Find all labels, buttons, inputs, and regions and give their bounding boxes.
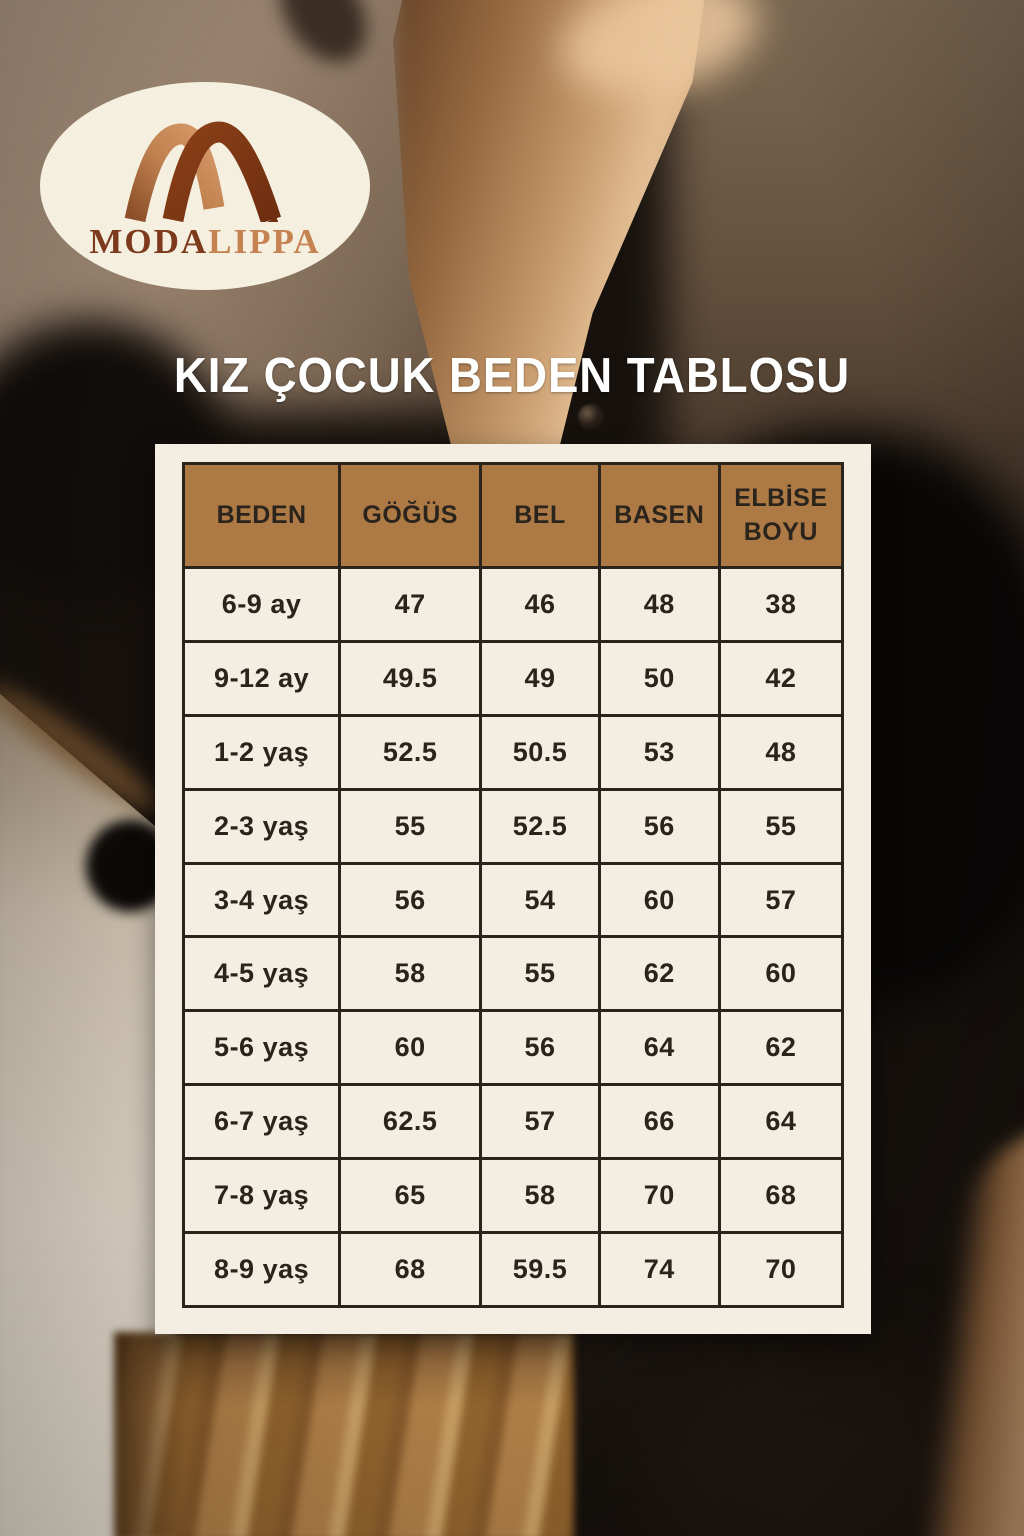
- measurement-cell: 55: [338, 787, 483, 865]
- column-header: BEDEN: [181, 462, 342, 569]
- table-header-row: BEDEN GÖĞÜS BEL BASEN ELBİSE BOYU: [181, 462, 845, 569]
- measurement-cell: 38: [717, 566, 845, 643]
- measurement-cell: 70: [597, 1157, 721, 1235]
- measurement-cell: 68: [338, 1231, 483, 1308]
- measurement-cell: 52.5: [338, 713, 483, 791]
- measurement-cell: 59.5: [479, 1231, 601, 1308]
- measurement-cell: 49: [479, 639, 601, 717]
- table-row: 7-8 yaş 65 58 70 68: [181, 1157, 845, 1235]
- measurement-cell: 56: [338, 861, 483, 939]
- measurement-cell: 57: [717, 861, 845, 939]
- measurement-cell: 60: [717, 935, 845, 1013]
- measurement-cell: 55: [717, 787, 845, 865]
- measurement-cell: 57: [479, 1083, 601, 1161]
- brand-name-part2: LIPPA: [208, 221, 321, 261]
- size-label-cell: 3-4 yaş: [181, 861, 342, 939]
- table-row: 8-9 yaş 68 59.5 74 70: [181, 1231, 845, 1308]
- measurement-cell: 48: [717, 713, 845, 791]
- measurement-cell: 58: [479, 1157, 601, 1235]
- size-label-cell: 6-7 yaş: [181, 1083, 342, 1161]
- measurement-cell: 64: [717, 1083, 845, 1161]
- measurement-cell: 65: [338, 1157, 483, 1235]
- brand-wordmark: MODALIPPA: [89, 224, 320, 259]
- column-header: ELBİSE BOYU: [717, 462, 845, 569]
- size-label-cell: 4-5 yaş: [181, 935, 342, 1013]
- table-row: 5-6 yaş 60 56 64 62: [181, 1009, 845, 1087]
- measurement-cell: 60: [597, 861, 721, 939]
- table-row: 6-9 ay 47 46 48 38: [181, 566, 845, 643]
- table-row: 9-12 ay 49.5 49 50 42: [181, 639, 845, 717]
- table-row: 3-4 yaş 56 54 60 57: [181, 861, 845, 939]
- table-row: 4-5 yaş 58 55 62 60: [181, 935, 845, 1013]
- measurement-cell: 62: [717, 1009, 845, 1087]
- size-label-cell: 7-8 yaş: [181, 1157, 342, 1235]
- measurement-cell: 58: [338, 935, 483, 1013]
- brand-name-part1: MODA: [89, 221, 209, 261]
- table-row: 2-3 yaş 55 52.5 56 55: [181, 787, 845, 865]
- brand-monogram-icon: [124, 120, 281, 222]
- size-table: BEDEN GÖĞÜS BEL BASEN ELBİSE BOYU 6-9 ay 47 46…: [181, 462, 845, 1308]
- measurement-cell: 50.5: [479, 713, 601, 791]
- size-label-cell: 1-2 yaş: [181, 713, 342, 791]
- measurement-cell: 56: [597, 787, 721, 865]
- measurement-cell: 49.5: [338, 639, 483, 717]
- size-label-cell: 9-12 ay: [181, 639, 342, 717]
- measurement-cell: 42: [717, 639, 845, 717]
- measurement-cell: 47: [338, 566, 483, 643]
- column-header: GÖĞÜS: [338, 462, 483, 569]
- measurement-cell: 70: [717, 1231, 845, 1308]
- measurement-cell: 68: [717, 1157, 845, 1235]
- column-header: BASEN: [597, 462, 721, 569]
- page-title: KIZ ÇOCUK BEDEN TABLOSU: [173, 349, 851, 403]
- column-header: BEL: [479, 462, 601, 569]
- measurement-cell: 62: [597, 935, 721, 1013]
- measurement-cell: 62.5: [338, 1083, 483, 1161]
- measurement-cell: 48: [597, 566, 721, 643]
- camel-skirt: [114, 1332, 574, 1536]
- measurement-cell: 55: [479, 935, 601, 1013]
- table-row: 1-2 yaş 52.5 50.5 53 48: [181, 713, 845, 791]
- size-label-cell: 2-3 yaş: [181, 787, 342, 865]
- shirt-button: [578, 404, 604, 430]
- size-label-cell: 6-9 ay: [181, 566, 342, 643]
- brand-logo: MODALIPPA: [40, 82, 370, 290]
- measurement-cell: 54: [479, 861, 601, 939]
- size-label-cell: 8-9 yaş: [181, 1231, 342, 1308]
- measurement-cell: 53: [597, 713, 721, 791]
- measurement-cell: 46: [479, 566, 601, 643]
- measurement-cell: 50: [597, 639, 721, 717]
- measurement-cell: 66: [597, 1083, 721, 1161]
- measurement-cell: 60: [338, 1009, 483, 1087]
- measurement-cell: 74: [597, 1231, 721, 1308]
- measurement-cell: 52.5: [479, 787, 601, 865]
- measurement-cell: 56: [479, 1009, 601, 1087]
- measurement-cell: 64: [597, 1009, 721, 1087]
- size-table-panel: BEDEN GÖĞÜS BEL BASEN ELBİSE BOYU 6-9 ay 47 46…: [155, 444, 871, 1334]
- size-label-cell: 5-6 yaş: [181, 1009, 342, 1087]
- table-row: 6-7 yaş 62.5 57 66 64: [181, 1083, 845, 1161]
